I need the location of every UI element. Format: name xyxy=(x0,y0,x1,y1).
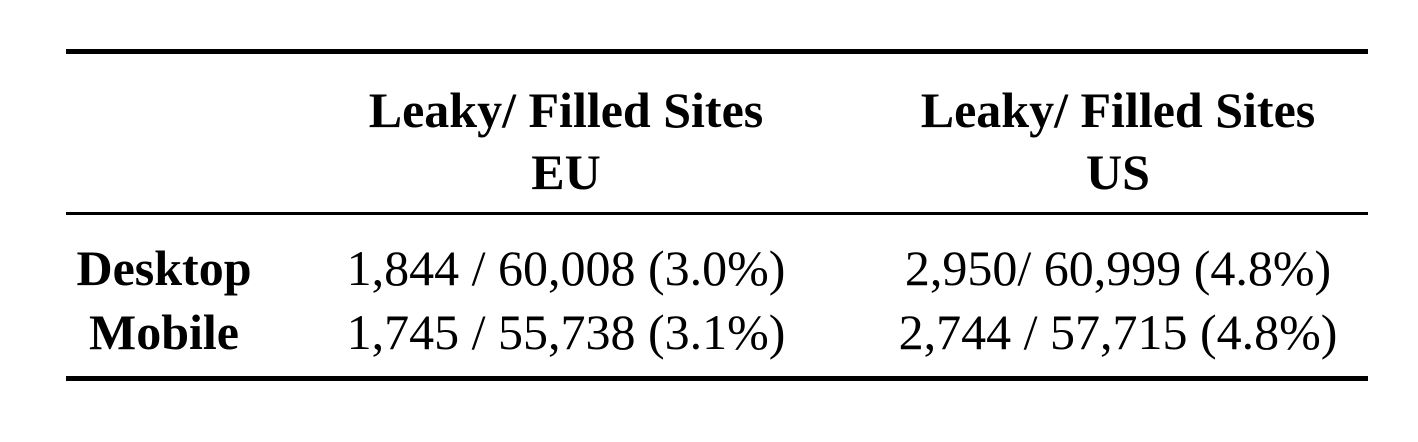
top-rule xyxy=(66,49,1368,54)
cell-desktop-eu: 1,844 / 60,008 (3.0%) xyxy=(346,240,786,296)
cell-mobile-eu: 1,745 / 55,738 (3.1%) xyxy=(346,304,786,360)
row-label-desktop: Desktop xyxy=(76,240,252,296)
row-label-mobile: Mobile xyxy=(89,304,239,360)
mid-rule xyxy=(66,212,1368,215)
header-eu-line2: EU xyxy=(531,144,601,200)
header-us-line1: Leaky/ Filled Sites xyxy=(920,82,1316,138)
bottom-rule xyxy=(66,376,1368,381)
cell-desktop-us: 2,950/ 60,999 (4.8%) xyxy=(904,240,1332,296)
header-us-line2: US xyxy=(1086,144,1150,200)
header-eu-line1: Leaky/ Filled Sites xyxy=(368,82,764,138)
cell-mobile-us: 2,744 / 57,715 (4.8%) xyxy=(898,304,1338,360)
